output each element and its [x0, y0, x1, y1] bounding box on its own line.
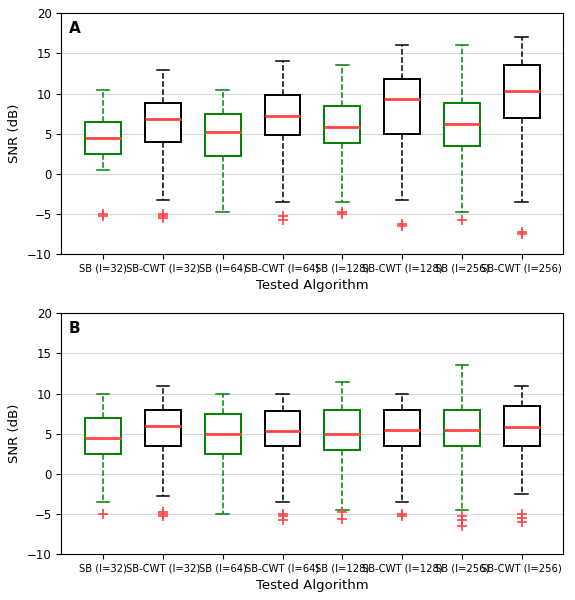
Text: B: B: [69, 320, 81, 335]
Bar: [145, 410, 181, 446]
Bar: [324, 410, 360, 450]
Y-axis label: SNR (dB): SNR (dB): [8, 404, 21, 463]
Bar: [205, 113, 241, 156]
Bar: [264, 95, 301, 136]
Bar: [85, 418, 121, 454]
Bar: [504, 65, 539, 118]
X-axis label: Tested Algorithm: Tested Algorithm: [256, 278, 369, 292]
Bar: [384, 79, 420, 134]
Bar: [85, 122, 121, 154]
Bar: [324, 106, 360, 143]
X-axis label: Tested Algorithm: Tested Algorithm: [256, 578, 369, 592]
Bar: [145, 103, 181, 142]
Bar: [205, 413, 241, 454]
Bar: [444, 103, 480, 146]
Bar: [264, 411, 301, 446]
Bar: [384, 410, 420, 446]
Bar: [504, 406, 539, 446]
Text: A: A: [69, 20, 81, 35]
Bar: [444, 410, 480, 446]
Y-axis label: SNR (dB): SNR (dB): [8, 104, 21, 163]
